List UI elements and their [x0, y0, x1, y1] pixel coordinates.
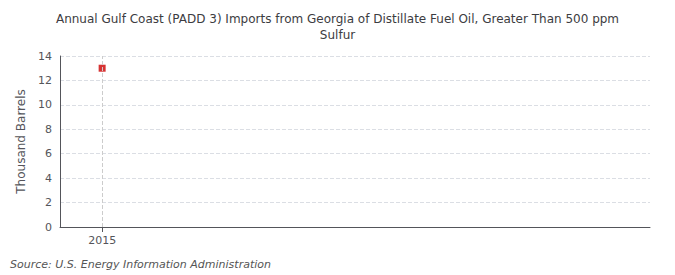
svg-text:2015: 2015	[88, 234, 116, 247]
svg-text:4: 4	[45, 172, 52, 185]
svg-text:Annual Gulf Coast (PADD 3) Imp: Annual Gulf Coast (PADD 3) Imports from …	[56, 12, 619, 26]
svg-text:Sulfur: Sulfur	[320, 28, 355, 42]
svg-text:10: 10	[38, 98, 52, 111]
svg-text:2: 2	[45, 196, 52, 209]
svg-text:8: 8	[45, 123, 52, 136]
svg-text:12: 12	[38, 74, 52, 87]
svg-text:Source: U.S. Energy Informatio: Source: U.S. Energy Information Administ…	[10, 258, 271, 271]
svg-text:14: 14	[38, 50, 52, 63]
svg-text:Thousand Barrels: Thousand Barrels	[14, 89, 28, 194]
svg-text:6: 6	[45, 147, 52, 160]
svg-text:0: 0	[45, 221, 52, 234]
